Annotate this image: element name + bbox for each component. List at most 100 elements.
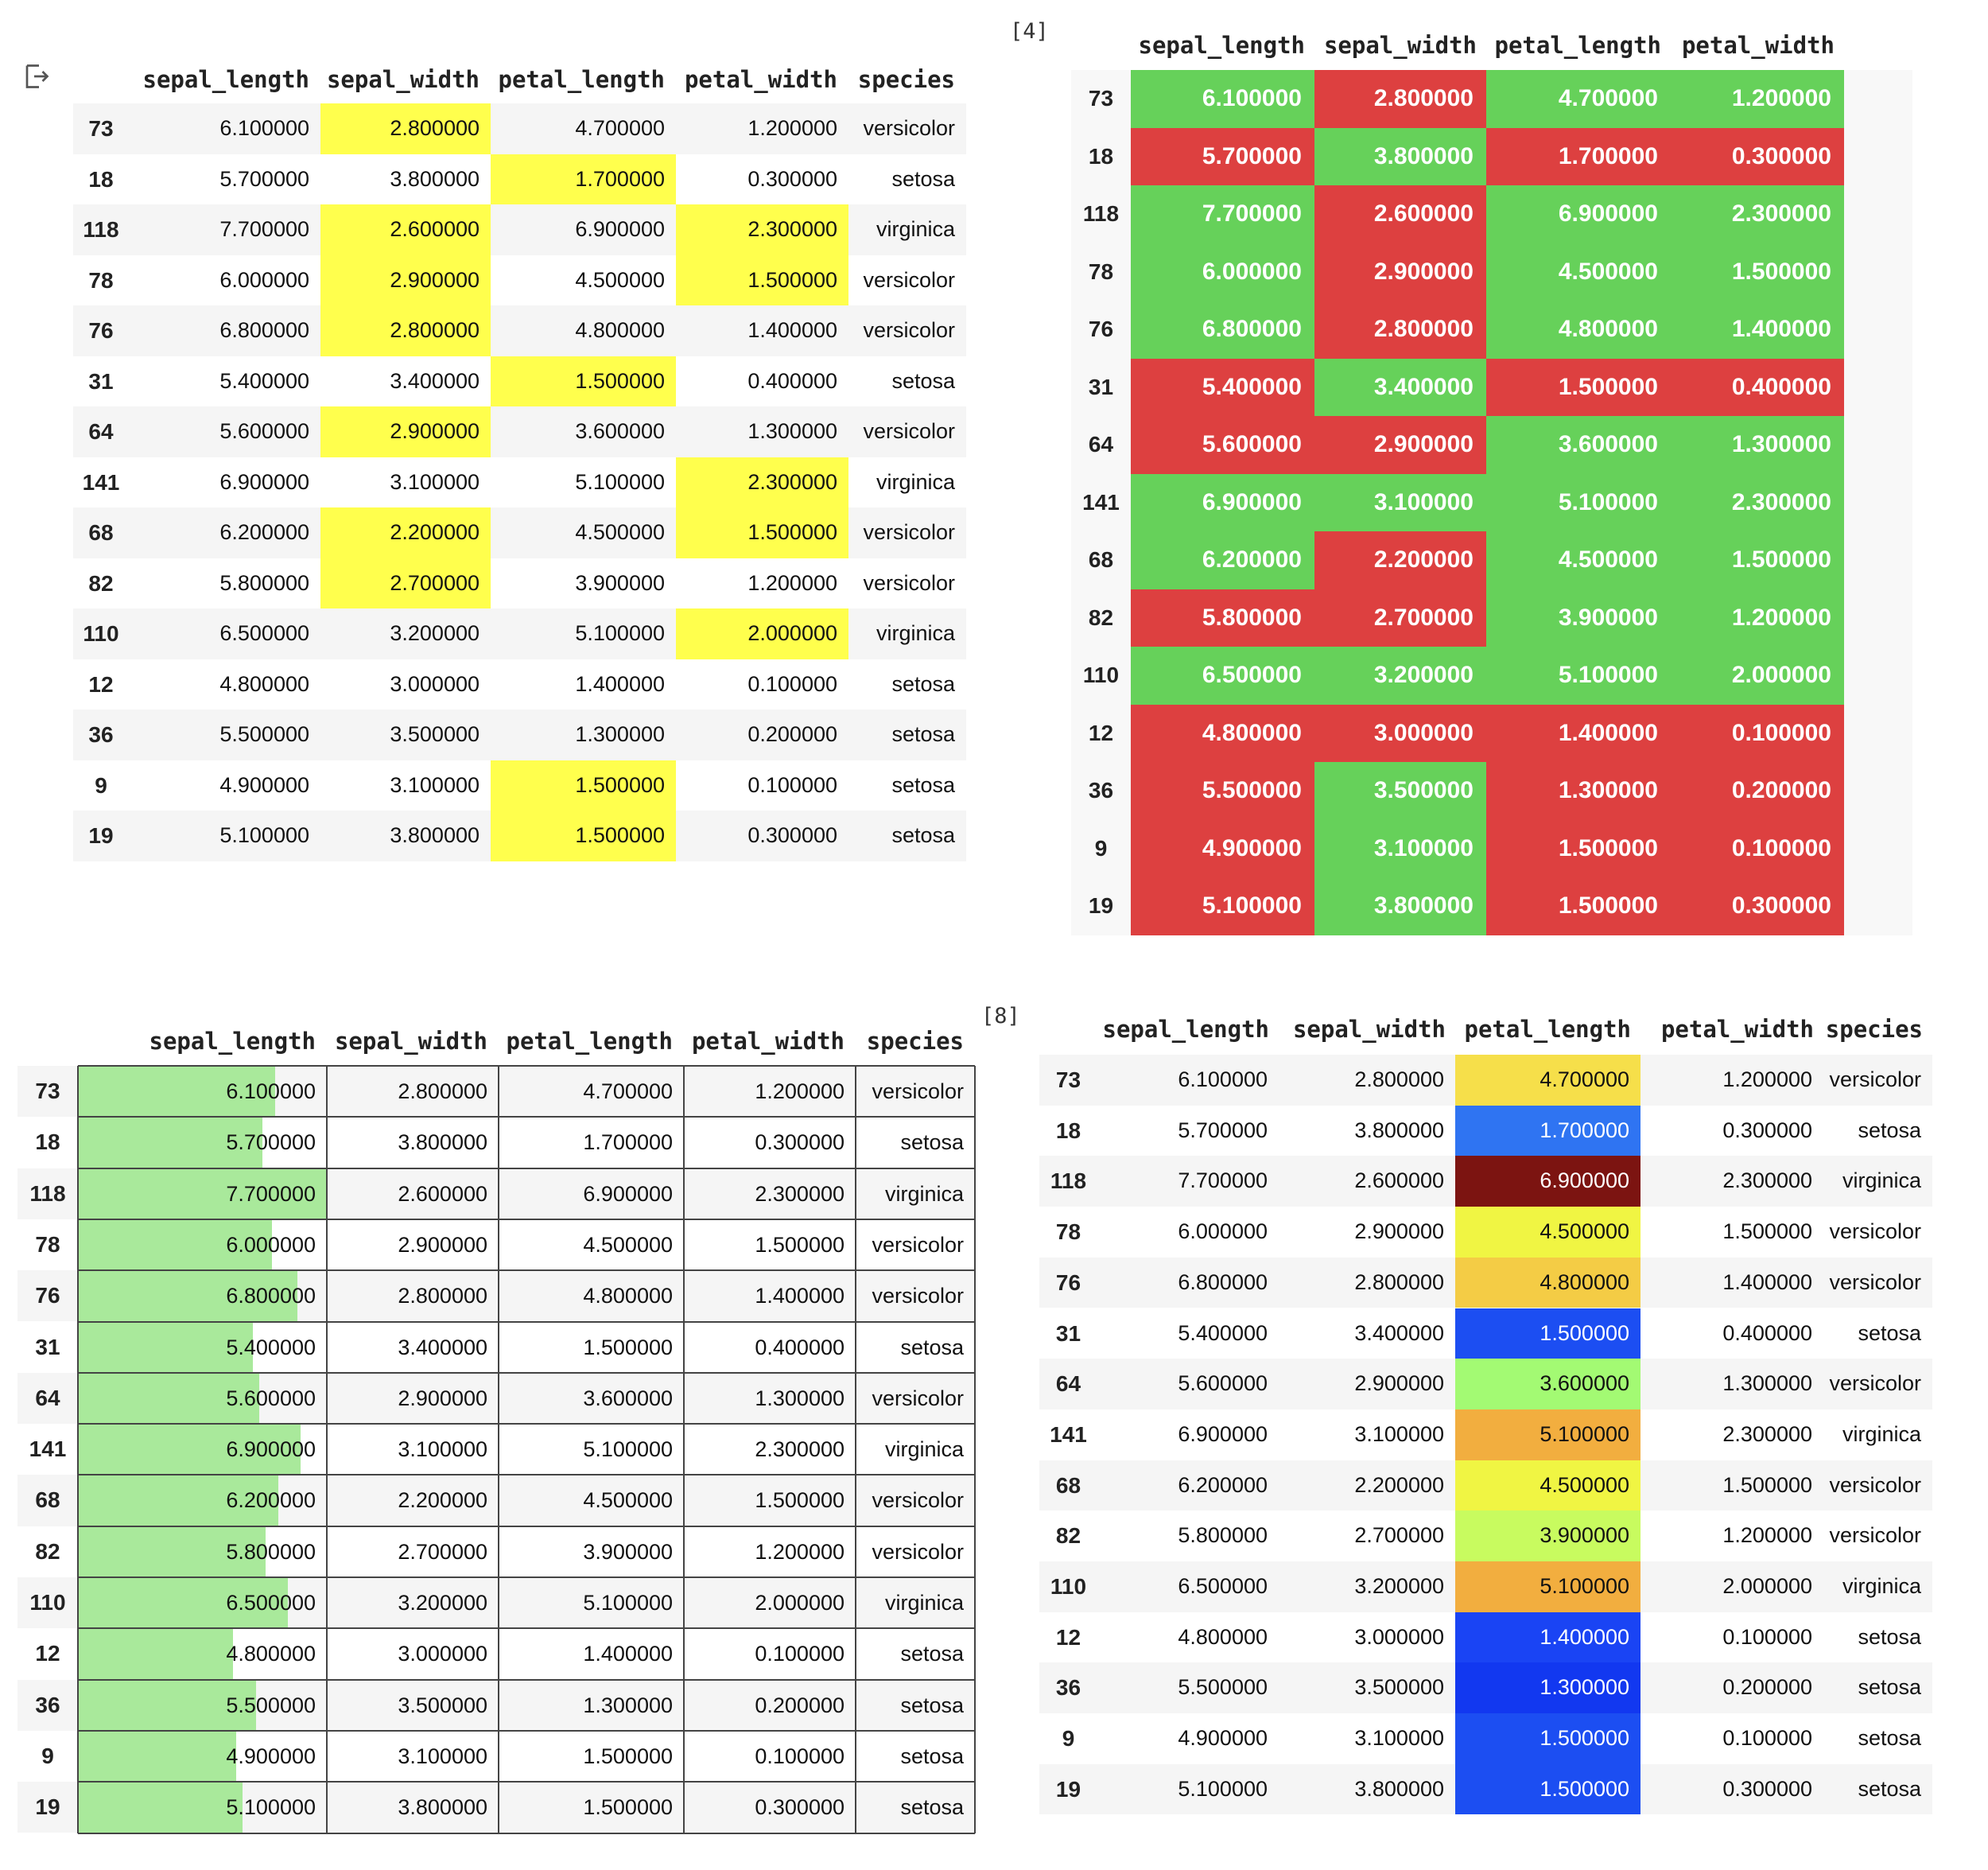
table-cell: 6.800000	[1202, 316, 1302, 342]
table-cell: 2.700000	[1354, 1523, 1444, 1548]
colored-cell	[1671, 358, 1844, 416]
table-cell: 0.300000	[747, 166, 837, 191]
grid-line	[78, 1525, 975, 1527]
grid-line	[78, 1167, 975, 1169]
colored-cell	[1671, 647, 1844, 705]
exec-count-8: [8]	[981, 1004, 1020, 1028]
highlight-cell	[676, 608, 848, 659]
colored-cell	[1131, 877, 1314, 935]
table-cell: 1.700000	[575, 166, 665, 191]
table-cell: 4.900000	[226, 1744, 316, 1768]
highlight-cell	[491, 154, 676, 204]
table-cell: 1.500000	[583, 1335, 673, 1359]
table-cell: 3.100000	[398, 1437, 487, 1462]
row-index: 68	[1055, 1472, 1081, 1498]
column-header: petal_width	[691, 1028, 845, 1055]
table-cell: 2.300000	[755, 1437, 845, 1462]
table-cell: 0.300000	[1722, 1776, 1812, 1801]
row-index: 110	[83, 621, 119, 646]
colored-cell	[1671, 416, 1844, 474]
table-cell: 2.600000	[398, 1181, 487, 1206]
gradient-cell	[1455, 1207, 1640, 1258]
table-cell: 1.500000	[1731, 546, 1831, 573]
row-stripe	[73, 305, 966, 356]
table-cell: 1.500000	[747, 520, 837, 544]
row-index: 78	[88, 267, 114, 293]
table-cell: 4.500000	[583, 1232, 673, 1257]
colored-cell	[1671, 531, 1844, 589]
row-index: 31	[88, 368, 114, 394]
table-cell: 5.400000	[1178, 1320, 1268, 1345]
table-cell: setosa	[1858, 1675, 1921, 1700]
table-cell: 0.200000	[755, 1693, 845, 1717]
colored-cell	[1486, 70, 1671, 128]
colored-cell	[1671, 589, 1844, 647]
colored-cell	[1486, 647, 1671, 705]
colored-cell	[1314, 473, 1486, 531]
table-cell: 5.700000	[219, 166, 309, 191]
grid-line	[78, 1729, 975, 1732]
colored-cell	[1314, 819, 1486, 877]
data-bar	[78, 1066, 275, 1118]
table-cell: 0.400000	[1722, 1320, 1812, 1345]
table-cell: setosa	[900, 1642, 964, 1666]
colored-cell	[1131, 301, 1314, 359]
grid-line	[78, 1474, 975, 1476]
colored-cell	[1671, 301, 1844, 359]
table-cell: 6.100000	[1202, 85, 1302, 111]
table-cell: setosa	[891, 166, 955, 191]
colored-cell	[1671, 185, 1844, 243]
row-index: 31	[1055, 1320, 1081, 1346]
highlight-cell	[320, 305, 491, 356]
table-cell: 1.200000	[1722, 1067, 1812, 1091]
row-index: 78	[35, 1231, 60, 1257]
table-cell: 5.500000	[226, 1693, 316, 1717]
colored-cell	[1131, 531, 1314, 589]
table-cell: 6.000000	[1178, 1219, 1268, 1244]
grid-line	[77, 1066, 79, 1833]
row-index: 64	[88, 419, 114, 444]
row-index: 64	[1055, 1371, 1081, 1397]
row-index: 36	[1088, 778, 1114, 803]
grid-line	[78, 1678, 975, 1681]
table-cell: 3.800000	[1354, 1776, 1444, 1801]
grid-line	[78, 1627, 975, 1630]
gradient-cell	[1455, 1460, 1640, 1511]
table-cell: versicolor	[863, 318, 955, 342]
table-cell: 3.900000	[583, 1539, 673, 1564]
table-cell: setosa	[900, 1795, 964, 1820]
row-index: 9	[41, 1743, 54, 1768]
table-cell: 6.900000	[226, 1437, 316, 1462]
data-bar	[78, 1782, 243, 1833]
colored-cell	[1486, 819, 1671, 877]
table-cell: 1.400000	[1722, 1269, 1812, 1294]
table-cell: 6.100000	[219, 116, 309, 140]
colored-cell	[1486, 877, 1671, 935]
table-cell: versicolor	[1829, 1472, 1921, 1497]
table-cell: 3.800000	[390, 823, 480, 847]
row-index: 9	[1094, 835, 1108, 861]
gradient-cell	[1455, 1409, 1640, 1460]
table-cell: 6.200000	[219, 520, 309, 544]
table-cell: 2.300000	[747, 217, 837, 241]
table-cell: 3.100000	[1354, 1726, 1444, 1751]
table-cell: 5.100000	[575, 469, 665, 494]
table-cell: 3.400000	[390, 368, 480, 393]
gradient-cell	[1455, 1359, 1640, 1409]
table-cell: 6.900000	[1202, 488, 1302, 515]
table-cell: 5.700000	[1178, 1118, 1268, 1142]
column-header: species	[866, 1028, 964, 1055]
row-index: 141	[82, 469, 120, 495]
table-cell: 5.700000	[226, 1130, 316, 1155]
table-cell: 3.600000	[1558, 431, 1658, 457]
colored-cell	[1131, 589, 1314, 647]
table-cell: 6.100000	[1178, 1067, 1268, 1091]
table-cell: 2.600000	[390, 217, 480, 241]
table-cell: virginica	[884, 1437, 964, 1462]
table-cell: 0.300000	[1731, 892, 1831, 919]
table-cell: 0.100000	[755, 1744, 845, 1768]
data-bar	[78, 1475, 278, 1526]
table-cell: 4.800000	[219, 671, 309, 696]
table-cell: 6.000000	[1202, 258, 1302, 285]
colored-cell	[1671, 877, 1844, 935]
